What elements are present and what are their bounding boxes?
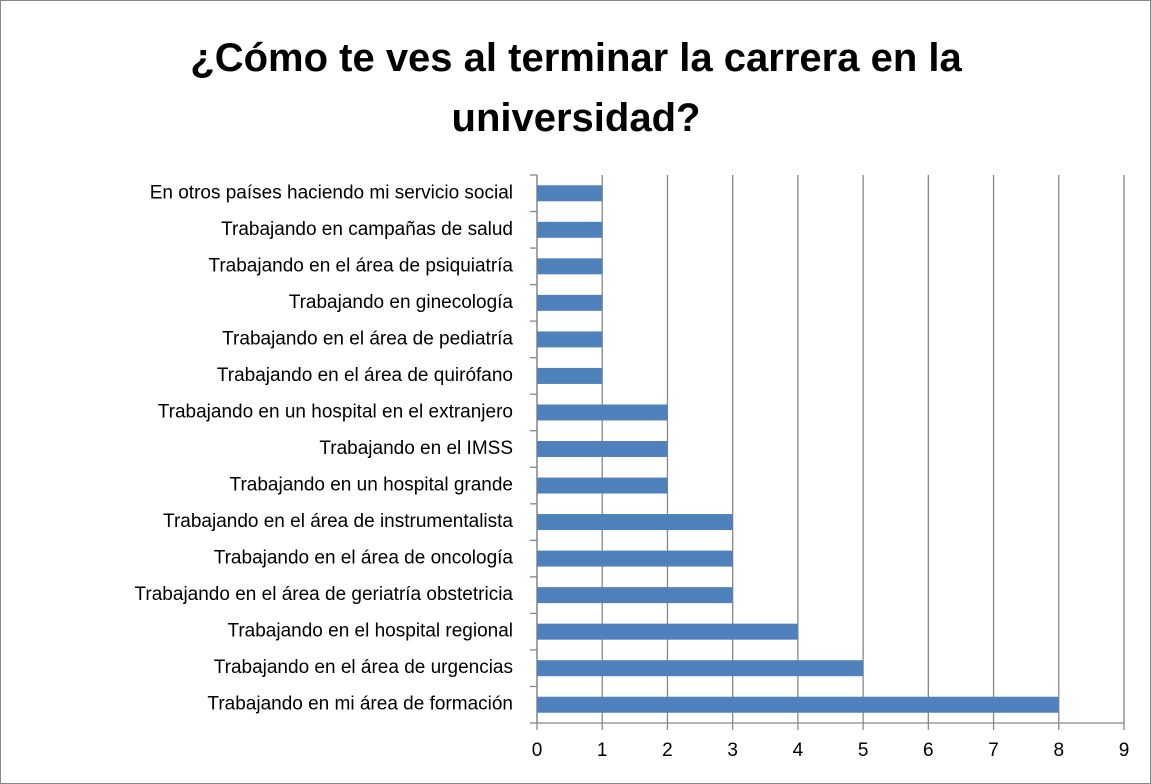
bar xyxy=(537,514,733,531)
bar xyxy=(537,660,864,677)
bar xyxy=(537,477,668,494)
bar xyxy=(537,623,798,640)
y-tick-label: Trabajando en el hospital regional xyxy=(227,621,513,642)
chart-title: ¿Cómo te ves al terminar la carrera en l… xyxy=(190,36,962,140)
y-tick-label: Trabajando en el área de psiquiatría xyxy=(208,255,513,276)
bar xyxy=(537,258,603,275)
y-tick-label: En otros países haciendo mi servicio soc… xyxy=(150,182,513,203)
y-tick-label: Trabajando en el área de oncología xyxy=(214,548,514,569)
bar xyxy=(537,221,603,238)
x-tick-label: 6 xyxy=(923,740,934,761)
y-tick-label: Trabajando en el IMSS xyxy=(319,438,513,459)
bar xyxy=(537,550,733,567)
y-tick-label: Trabajando en un hospital en el extranje… xyxy=(158,401,513,422)
x-tick-label: 0 xyxy=(532,740,543,761)
x-tick-label: 7 xyxy=(988,740,999,761)
y-tick-label: Trabajando en el área de geriatría obste… xyxy=(135,584,514,605)
bar xyxy=(537,294,603,311)
bar xyxy=(537,404,668,421)
bar xyxy=(537,587,733,604)
bar xyxy=(537,441,668,457)
x-tick-label: 1 xyxy=(597,740,608,761)
x-tick-label: 9 xyxy=(1119,740,1130,761)
bar xyxy=(537,367,603,384)
y-tick-label: Trabajando en campañas de salud xyxy=(221,219,513,240)
x-tick-label: 2 xyxy=(662,740,673,761)
y-tick-label: Trabajando en un hospital grande xyxy=(230,475,513,496)
y-tick-label: Trabajando en el área de instrumentalist… xyxy=(163,511,513,532)
x-tick-label: 4 xyxy=(793,740,804,761)
x-tick-label: 8 xyxy=(1053,740,1064,761)
x-tick-label: 3 xyxy=(727,740,738,761)
y-tick-label: Trabajando en el área de pediatría xyxy=(222,328,513,349)
bar xyxy=(537,331,603,348)
y-tick-label: Trabajando en el área de urgencias xyxy=(214,657,513,678)
y-tick-label: Trabajando en el área de quirófano xyxy=(217,365,513,386)
y-tick-label: Trabajando en mi área de formación xyxy=(207,694,513,715)
x-tick-label: 5 xyxy=(858,740,869,761)
y-tick-label: Trabajando en ginecología xyxy=(289,292,514,313)
bar xyxy=(537,185,603,202)
bar xyxy=(537,696,1059,713)
